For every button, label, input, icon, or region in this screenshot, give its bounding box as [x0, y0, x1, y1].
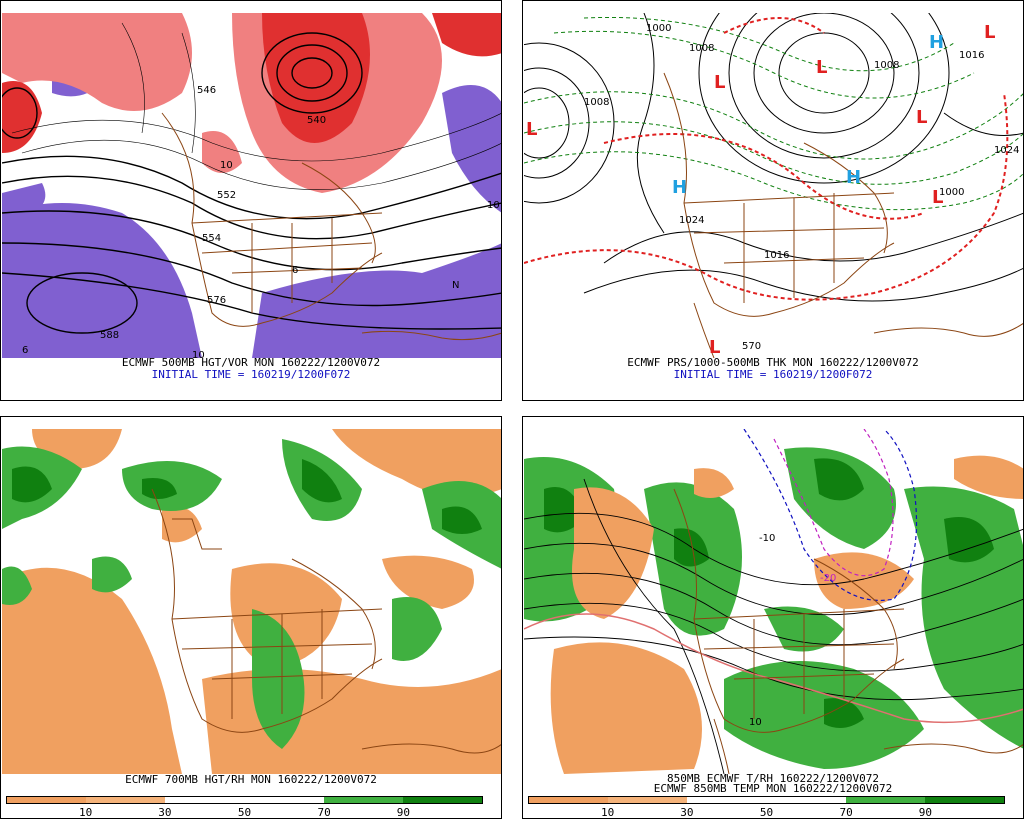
map-500mb-vorticity: 546 552 554 576 588 10 10 6 6 10 N 540	[2, 13, 501, 358]
isotherm-labels: -20 -10 10	[749, 533, 836, 728]
contour-label: 576	[207, 295, 226, 306]
colorbar-segment	[529, 797, 609, 803]
colorbar-segment	[86, 797, 166, 803]
contour-label: 554	[202, 233, 221, 244]
contour-labels: 546 552 554 576 588 10 10 6 6 10 N 540	[22, 85, 500, 358]
high-pressure-marker: H	[929, 32, 944, 53]
contour-label: 6	[22, 345, 28, 356]
low-pressure-marker: L	[932, 187, 943, 208]
panel-mslp-thickness: L L L L L L L H H H 1000 1008 1008 1008 …	[522, 0, 1024, 401]
map-mslp-thickness: L L L L L L L H H H 1000 1008 1008 1008 …	[524, 13, 1023, 358]
low-pressure-marker: L	[709, 337, 720, 358]
isobar-label: 1000	[646, 23, 671, 34]
colorbar-segment	[244, 797, 324, 803]
colorbar-segment	[7, 797, 87, 803]
colorbar-tick: 90	[396, 806, 410, 819]
panel-caption: ECMWF 700MB HGT/RH MON 160222/1200V072	[125, 773, 377, 786]
panel-caption: ECMWF PRS/1000-500MB THK MON 160222/1200…	[627, 356, 919, 369]
low-pressure-marker: L	[714, 72, 725, 93]
colorbar-segment	[924, 797, 1005, 803]
contour-label: 546	[197, 85, 216, 96]
initial-time: INITIAL TIME = 160219/1200F072	[151, 368, 351, 381]
panel-caption-secondary: ECMWF 850MB TEMP MON 160222/1200V072	[653, 782, 893, 795]
colorbar-segment	[608, 797, 688, 803]
map-850mb-temp-rh: -20 -10 10	[524, 429, 1023, 774]
isobar-label: 1016	[959, 50, 984, 61]
panel-700mb-rh: ECMWF 700MB HGT/RH MON 160222/1200V072 1…	[0, 416, 502, 819]
contour-label: 6	[292, 265, 298, 276]
contour-label: 540	[307, 115, 326, 126]
colorbar-tick: 30	[680, 806, 694, 819]
contour-label: 588	[100, 330, 119, 341]
colorbar-tick: 90	[918, 806, 932, 819]
colorbar-tick: 50	[759, 806, 774, 819]
colorbar-tick: 50	[237, 806, 252, 819]
high-pressure-marker: H	[672, 177, 687, 198]
colorbar-segment	[323, 797, 403, 803]
contour-label: 10	[487, 200, 500, 211]
colorbar-segment	[402, 797, 483, 803]
panel-500mb-vorticity: 546 552 554 576 588 10 10 6 6 10 N 540 E…	[0, 0, 502, 401]
isotherm-label: -10	[759, 533, 775, 544]
contour-label: 10	[220, 160, 233, 171]
panel-caption: 850MB ECMWF T/RH 160222/1200V072	[667, 772, 879, 785]
rh-colorbar	[528, 796, 1005, 804]
isobar-label: 1024	[994, 145, 1019, 156]
colorbar-tick: 10	[601, 806, 615, 819]
isotherm-label: -20	[820, 573, 836, 584]
contour-label: 552	[217, 190, 236, 201]
contour-label: 10	[192, 350, 205, 358]
colorbar-tick: 10	[79, 806, 93, 819]
colorbar-tick: 30	[158, 806, 172, 819]
map-700mb-rh	[2, 429, 501, 774]
colorbar-segment	[766, 797, 846, 803]
rh-colorbar	[6, 796, 483, 804]
isotherm-label: 10	[749, 717, 762, 728]
isobar-labels: 1000 1008 1008 1008 1024 1016 1024 1000 …	[584, 23, 1019, 352]
colorbar-ticks: 10 30 50 70 90	[6, 806, 483, 818]
isobar-label: 1016	[764, 250, 789, 261]
low-pressure-marker: L	[916, 107, 927, 128]
colorbar-tick: 70	[839, 806, 853, 819]
panel-850mb-temp-rh: -20 -10 10 850MB ECMWF T/RH 160222/1200V…	[522, 416, 1024, 819]
high-pressure-marker: H	[846, 167, 861, 188]
pressure-centers: L L L L L L L H H H	[526, 22, 995, 358]
colorbar-tick: 70	[317, 806, 331, 819]
low-pressure-marker: L	[984, 22, 995, 43]
colorbar-ticks: 10 30 50 70 90	[528, 806, 1005, 818]
isobar-label: 1008	[584, 97, 609, 108]
isobar-label: 1000	[939, 187, 964, 198]
colorbar-segment	[687, 797, 767, 803]
panel-caption: ECMWF 500MB HGT/VOR MON 160222/1200V072	[121, 356, 381, 369]
initial-time: INITIAL TIME = 160219/1200F072	[673, 368, 873, 381]
contour-label: N	[452, 280, 459, 291]
low-pressure-marker: L	[816, 57, 827, 78]
isobar-label: 1024	[679, 215, 704, 226]
isobar-label: 1008	[874, 60, 899, 71]
colorbar-segment	[845, 797, 925, 803]
low-pressure-marker: L	[526, 119, 537, 140]
isobar-label: 570	[742, 341, 761, 352]
isobar-label: 1008	[689, 43, 714, 54]
colorbar-segment	[165, 797, 245, 803]
